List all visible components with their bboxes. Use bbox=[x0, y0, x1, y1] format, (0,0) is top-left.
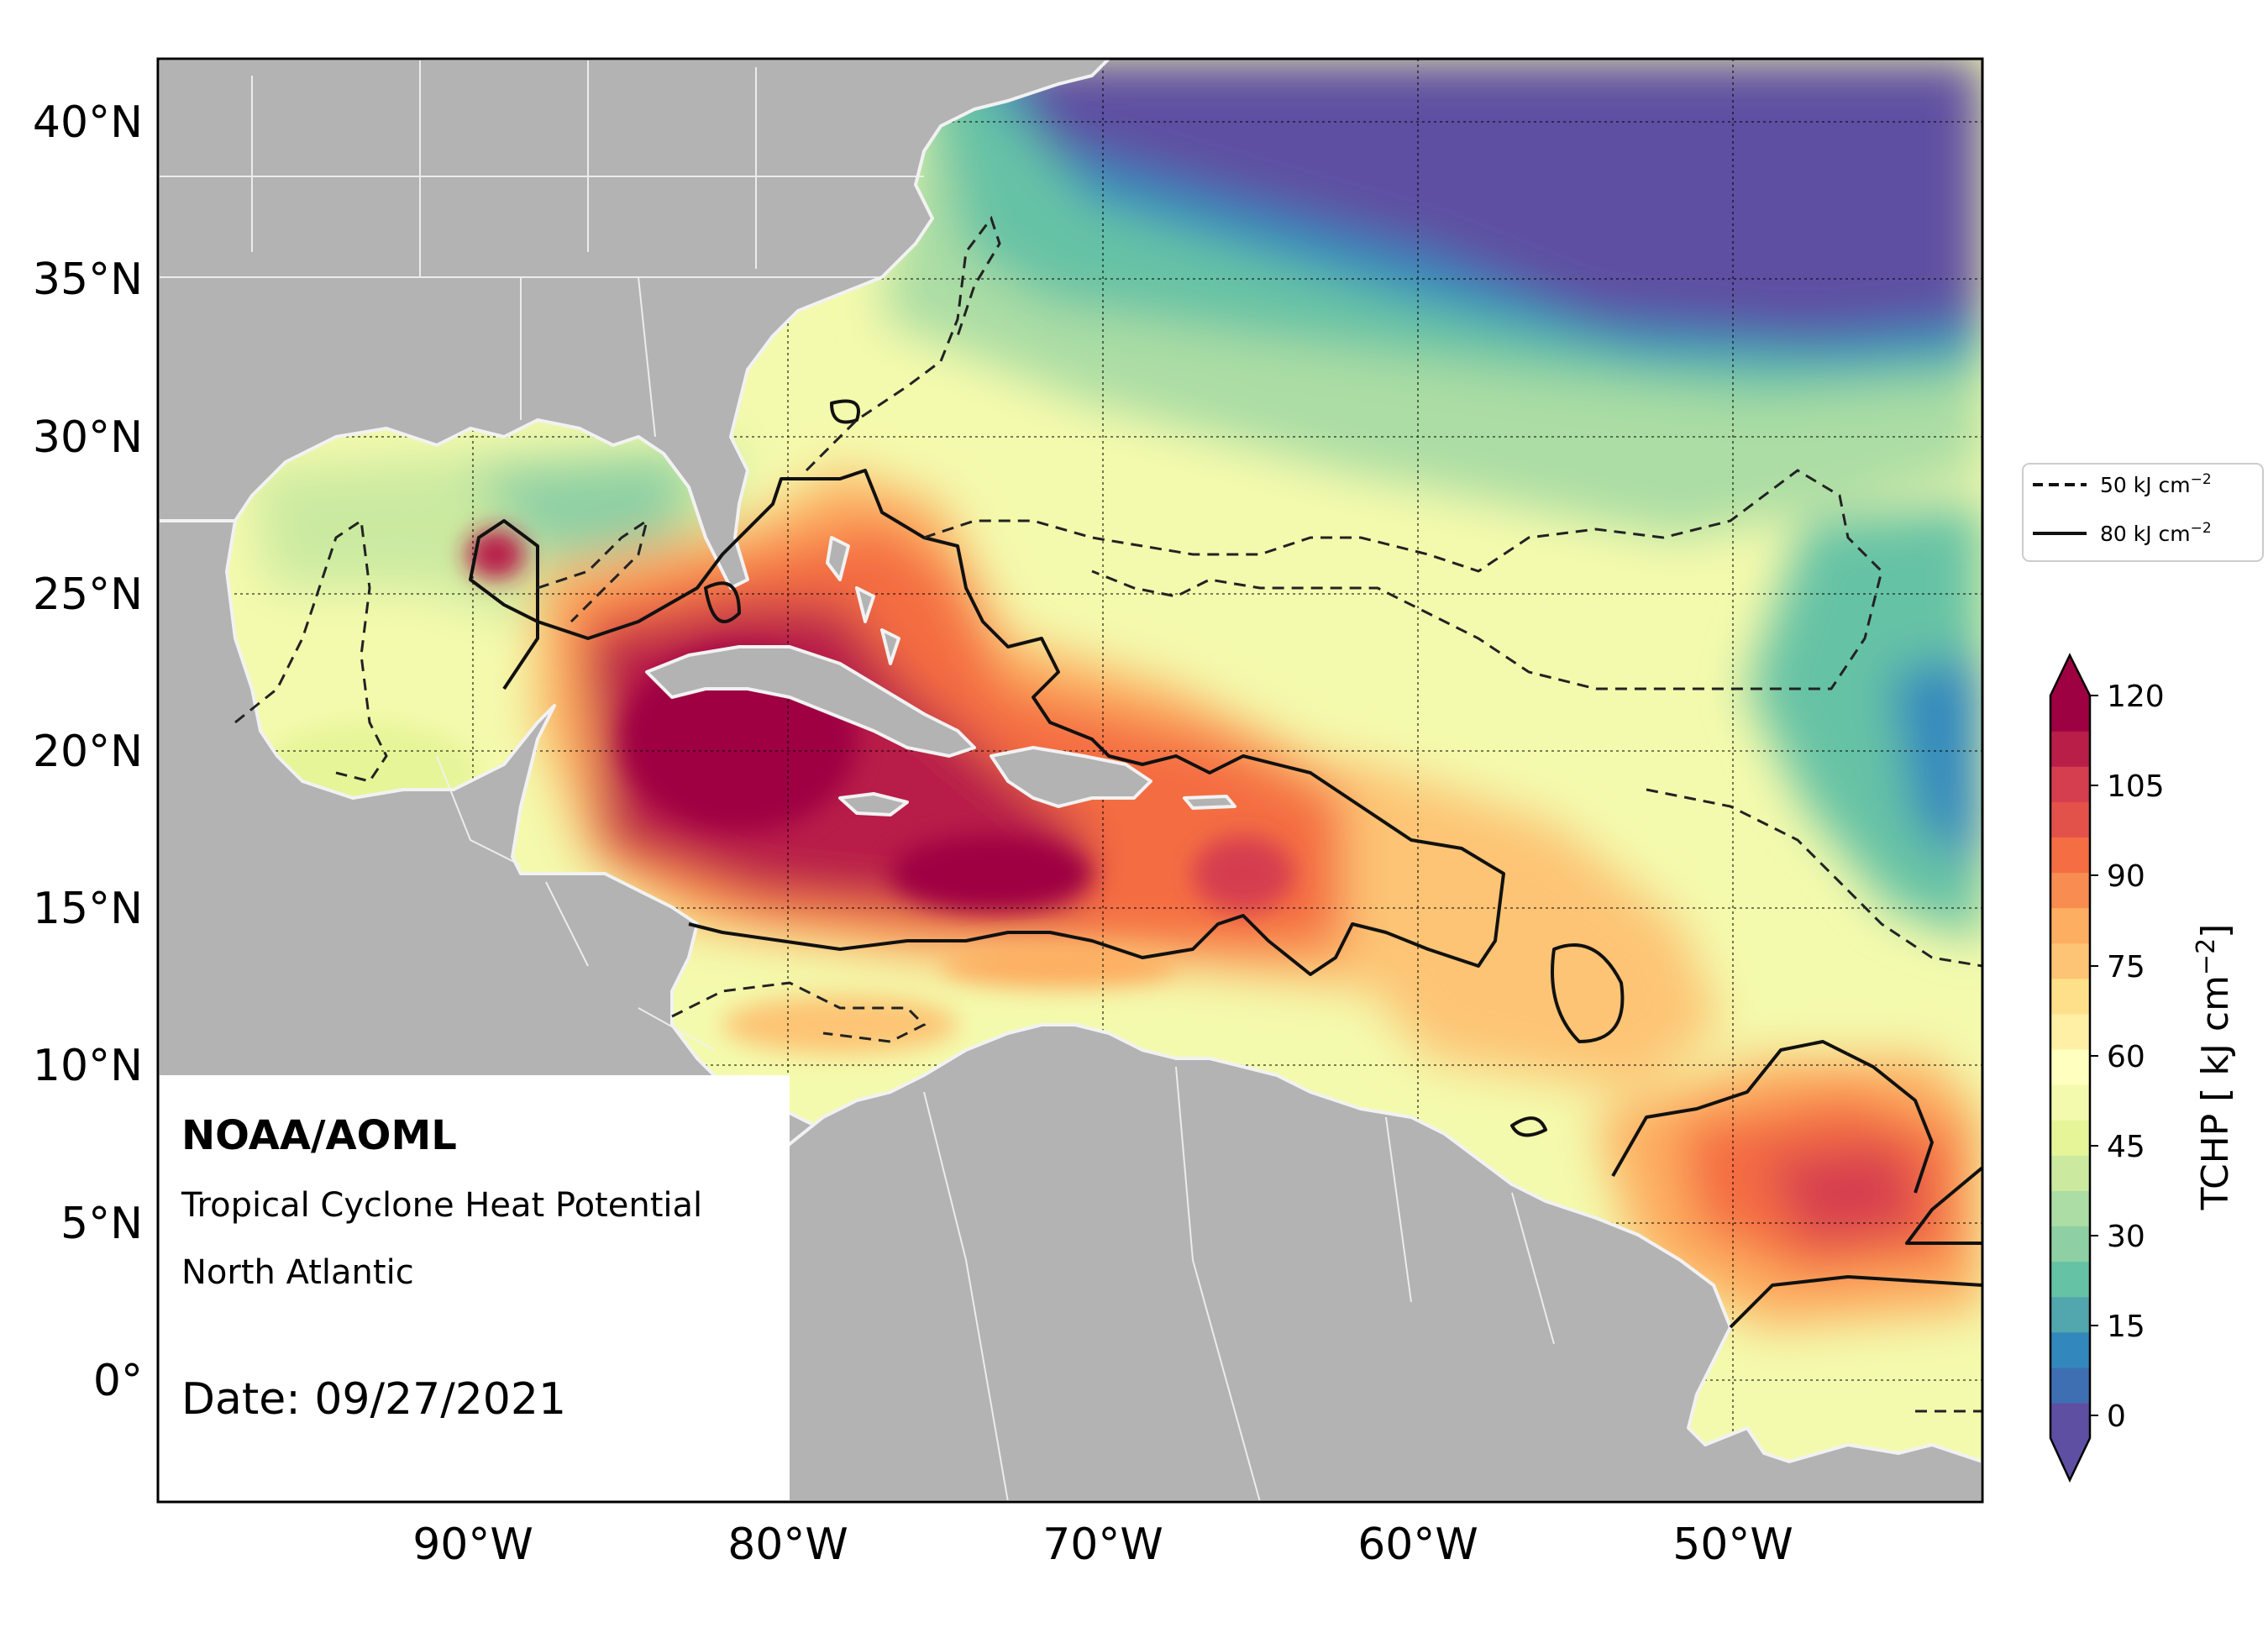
cbar-tick-75: 75 bbox=[2107, 950, 2145, 984]
map-frame bbox=[156, 57, 1984, 1504]
contour-80 bbox=[469, 399, 1982, 1329]
colorbar-band bbox=[2050, 1261, 2090, 1298]
lat-label-25n: 25°N bbox=[33, 570, 143, 620]
colorbar-band bbox=[2050, 1367, 2090, 1404]
lat-label-40n: 40°N bbox=[33, 97, 143, 148]
colorbar-band bbox=[2050, 907, 2090, 944]
legend-dashed-label: 50 kJ cm−2 bbox=[2100, 471, 2212, 497]
contour-50 bbox=[234, 215, 1982, 1413]
cbar-tick-30: 30 bbox=[2107, 1220, 2145, 1254]
colorbar-band bbox=[2050, 766, 2090, 802]
colorbar-band bbox=[2050, 1296, 2090, 1333]
colorbar-label: TCHP [ kJ cm−2] bbox=[2192, 924, 2237, 1211]
colorbar-band bbox=[2050, 731, 2090, 767]
political-borders bbox=[158, 59, 1555, 1502]
cbar-tick-60: 60 bbox=[2107, 1040, 2145, 1074]
south-america-land bbox=[754, 1023, 1982, 1502]
lon-label-80w: 80°W bbox=[727, 1520, 848, 1570]
north-america-land bbox=[158, 59, 1110, 590]
bahamas-islands bbox=[826, 536, 900, 665]
longitude-labels: 90°W 80°W 70°W 60°W 50°W bbox=[412, 1520, 1793, 1570]
colorbar-band bbox=[2050, 1013, 2090, 1050]
colorbar-band bbox=[2050, 1048, 2090, 1085]
puerto-rico-island bbox=[1183, 795, 1236, 810]
lon-label-50w: 50°W bbox=[1672, 1520, 1793, 1570]
lat-label-0: 0° bbox=[93, 1356, 143, 1406]
lat-label-35n: 35°N bbox=[33, 255, 143, 305]
colorbar-band bbox=[2050, 837, 2090, 874]
colorbar-band bbox=[2050, 1120, 2090, 1156]
lat-label-20n: 20°N bbox=[33, 727, 143, 777]
cbar-tick-0: 0 bbox=[2107, 1399, 2126, 1434]
cbar-tick-15: 15 bbox=[2107, 1310, 2145, 1344]
colorbar-bands bbox=[2050, 696, 2090, 1439]
colorbar-band bbox=[2050, 942, 2090, 979]
jamaica-island bbox=[838, 792, 909, 816]
colorbar-under-triangle bbox=[2050, 1438, 2090, 1480]
cbar-tick-90: 90 bbox=[2107, 859, 2145, 894]
basin-label: North Atlantic bbox=[181, 1253, 414, 1292]
lat-label-30n: 30°N bbox=[33, 412, 143, 463]
info-box: NOAA/AOML Tropical Cyclone Heat Potentia… bbox=[160, 1075, 790, 1502]
latitude-labels: 40°N 35°N 30°N 25°N 20°N 15°N 10°N 5°N 0… bbox=[33, 97, 143, 1406]
lon-label-60w: 60°W bbox=[1357, 1520, 1478, 1570]
colorbar-band bbox=[2050, 978, 2090, 1015]
tchp-heat-field bbox=[158, 59, 1982, 1502]
colorbar-over-triangle bbox=[2050, 655, 2090, 696]
colorbar-band bbox=[2050, 1190, 2090, 1227]
cbar-tick-120: 120 bbox=[2107, 680, 2165, 714]
colorbar-outline bbox=[2049, 653, 2092, 1483]
cbar-tick-105: 105 bbox=[2107, 769, 2165, 804]
legend-solid-label: 80 kJ cm−2 bbox=[2100, 520, 2212, 546]
lat-label-10n: 10°N bbox=[33, 1041, 143, 1091]
cbar-tick-45: 45 bbox=[2107, 1130, 2145, 1164]
colorbar-band bbox=[2050, 1084, 2090, 1121]
lat-label-5n: 5°N bbox=[60, 1199, 143, 1249]
date-label: Date: 09/27/2021 bbox=[181, 1374, 566, 1425]
colorbar-band bbox=[2050, 1155, 2090, 1191]
colorbar-band bbox=[2050, 696, 2090, 732]
colorbar-band bbox=[2050, 1402, 2090, 1439]
colorbar-band bbox=[2050, 872, 2090, 909]
colorbar-band bbox=[2050, 801, 2090, 837]
org-label: NOAA/AOML bbox=[181, 1112, 457, 1159]
product-title: Tropical Cyclone Heat Potential bbox=[181, 1186, 702, 1225]
cuba-island bbox=[645, 645, 976, 758]
colorbar-ticks: 120 105 90 75 60 45 30 15 0 bbox=[2090, 680, 2165, 1434]
contour-legend: 50 kJ cm−2 80 kJ cm−2 bbox=[2022, 463, 2264, 562]
lon-label-90w: 90°W bbox=[412, 1520, 533, 1570]
lon-label-70w: 70°W bbox=[1042, 1520, 1163, 1570]
colorbar-band bbox=[2050, 1226, 2090, 1263]
colorbar: 120 105 90 75 60 45 30 15 0 TCHP [ kJ cm… bbox=[2049, 653, 2237, 1483]
lat-label-15n: 15°N bbox=[33, 884, 143, 934]
map-panel: NOAA/AOML Tropical Cyclone Heat Potentia… bbox=[158, 59, 1982, 1502]
hispaniola-island bbox=[990, 746, 1152, 808]
colorbar-band bbox=[2050, 1331, 2090, 1368]
